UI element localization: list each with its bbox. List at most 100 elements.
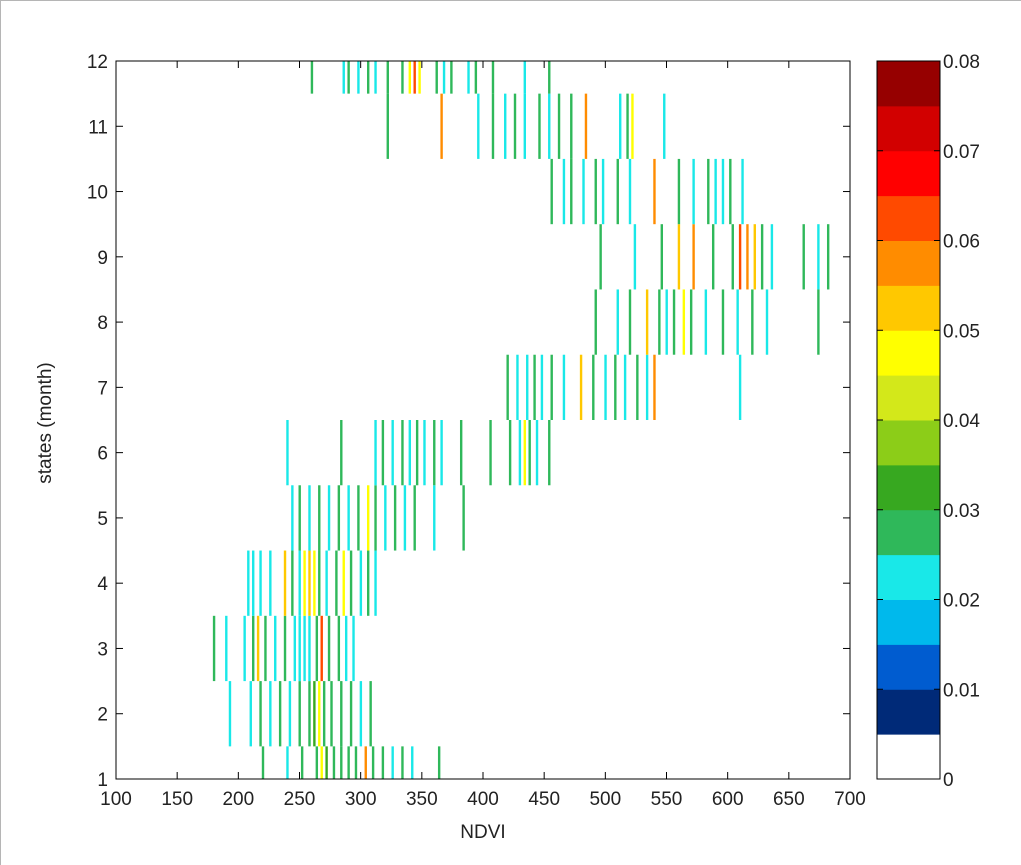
heatmap-cell xyxy=(619,93,622,159)
heatmap-cell xyxy=(359,550,363,616)
heatmap-cell xyxy=(259,681,262,747)
heatmap-cell xyxy=(437,746,441,779)
heatmap-cell xyxy=(645,354,649,420)
heatmap-cell xyxy=(342,61,345,94)
heatmap-cell xyxy=(753,224,756,290)
heatmap-cell xyxy=(308,615,311,682)
heatmap-cell xyxy=(628,289,632,355)
heatmap-cell xyxy=(310,61,314,94)
heatmap-cell xyxy=(557,93,561,159)
heatmap-cell xyxy=(269,681,272,747)
x-tick-label: 150 xyxy=(161,789,193,810)
heatmap-cell xyxy=(364,746,367,779)
heatmap-cell xyxy=(550,354,553,420)
colorbar-segment xyxy=(877,734,940,780)
heatmap-cell xyxy=(337,485,341,551)
heatmap-cell xyxy=(628,158,632,225)
heatmap-cell xyxy=(631,93,634,159)
heatmap-cell xyxy=(340,681,343,747)
heatmap-cell xyxy=(746,224,749,290)
heatmap-cell xyxy=(658,289,661,355)
heatmap-cell xyxy=(374,485,377,551)
heatmap-cell xyxy=(293,615,297,682)
heatmap-cell xyxy=(423,420,426,486)
heatmap-cell xyxy=(491,93,495,159)
heatmap-cell xyxy=(504,93,507,159)
heatmap-cell xyxy=(450,61,453,94)
heatmap-cell xyxy=(736,289,739,355)
heatmap-cell xyxy=(760,224,764,290)
heatmap-cell xyxy=(269,550,272,616)
heatmap-cell xyxy=(518,420,522,486)
heatmap-cell xyxy=(440,420,443,486)
heatmap-cell xyxy=(506,354,509,420)
heatmap-cell xyxy=(313,550,316,616)
y-tick-label: 11 xyxy=(88,117,108,138)
heatmap-cell xyxy=(435,61,438,94)
heatmap-cell xyxy=(247,550,250,616)
heatmap-cell xyxy=(523,61,526,94)
colorbar-segment xyxy=(877,150,940,197)
heatmap-cell xyxy=(212,615,216,682)
heatmap-cell xyxy=(440,93,443,159)
plot-background xyxy=(116,61,850,779)
heatmap-cell xyxy=(548,420,551,486)
x-tick-label: 200 xyxy=(222,789,254,810)
x-tick-label: 700 xyxy=(834,789,866,810)
heatmap-cell xyxy=(369,681,372,747)
heatmap-cell xyxy=(291,550,294,616)
heatmap-cell xyxy=(738,354,742,420)
heatmap-cell xyxy=(689,289,693,355)
heatmap-cell xyxy=(393,485,397,551)
heatmap-cell xyxy=(535,420,539,486)
heatmap-cell xyxy=(286,420,289,486)
heatmap-cell xyxy=(418,61,421,94)
heatmap-cell xyxy=(765,289,769,355)
heatmap-cell xyxy=(513,93,517,159)
heatmap-cell xyxy=(660,224,664,290)
heatmap-cell xyxy=(228,681,232,747)
heatmap-cell xyxy=(408,61,411,94)
x-tick-label: 300 xyxy=(345,789,377,810)
y-tick-label: 9 xyxy=(97,248,108,269)
heatmap-cell xyxy=(249,681,252,747)
colorbar-segment xyxy=(877,509,940,556)
heatmap-cell xyxy=(243,615,246,682)
heatmap-cell xyxy=(704,289,708,355)
heatmap-cell xyxy=(332,746,336,779)
heatmap-cell xyxy=(401,420,404,486)
heatmap-cell xyxy=(391,420,394,486)
heatmap-cell xyxy=(604,354,607,420)
y-tick-label: 6 xyxy=(97,444,108,465)
heatmap-cell xyxy=(677,224,681,290)
heatmap-cell xyxy=(381,420,385,486)
heatmap-cell xyxy=(802,224,805,290)
heatmap-cell xyxy=(367,550,370,616)
heatmap-cell xyxy=(433,420,436,486)
colorbar-segment xyxy=(877,240,940,286)
heatmap-cell xyxy=(374,420,377,486)
heatmap-cell xyxy=(298,485,301,551)
heatmap-cell xyxy=(374,550,377,616)
heatmap-cell xyxy=(645,289,649,355)
heatmap-cell xyxy=(594,158,597,225)
heatmap-cell xyxy=(349,681,353,747)
heatmap-cell xyxy=(330,681,333,747)
heatmap-cell xyxy=(308,681,311,747)
heatmap-cell xyxy=(354,746,358,779)
heatmap-cell xyxy=(721,289,725,355)
x-tick-label: 600 xyxy=(712,789,744,810)
heatmap-cell xyxy=(677,158,681,225)
heatmap-cell xyxy=(274,615,277,682)
heatmap-cell xyxy=(592,354,595,420)
colorbar-segment xyxy=(877,599,940,645)
heatmap-cell xyxy=(707,158,710,225)
heatmap-cell xyxy=(614,354,617,420)
heatmap-cell xyxy=(474,61,478,94)
heatmap-cell xyxy=(252,615,255,682)
heatmap-cell xyxy=(616,289,619,355)
colorbar-tick-label: 0.02 xyxy=(943,591,980,612)
colorbar-segment xyxy=(877,644,940,690)
